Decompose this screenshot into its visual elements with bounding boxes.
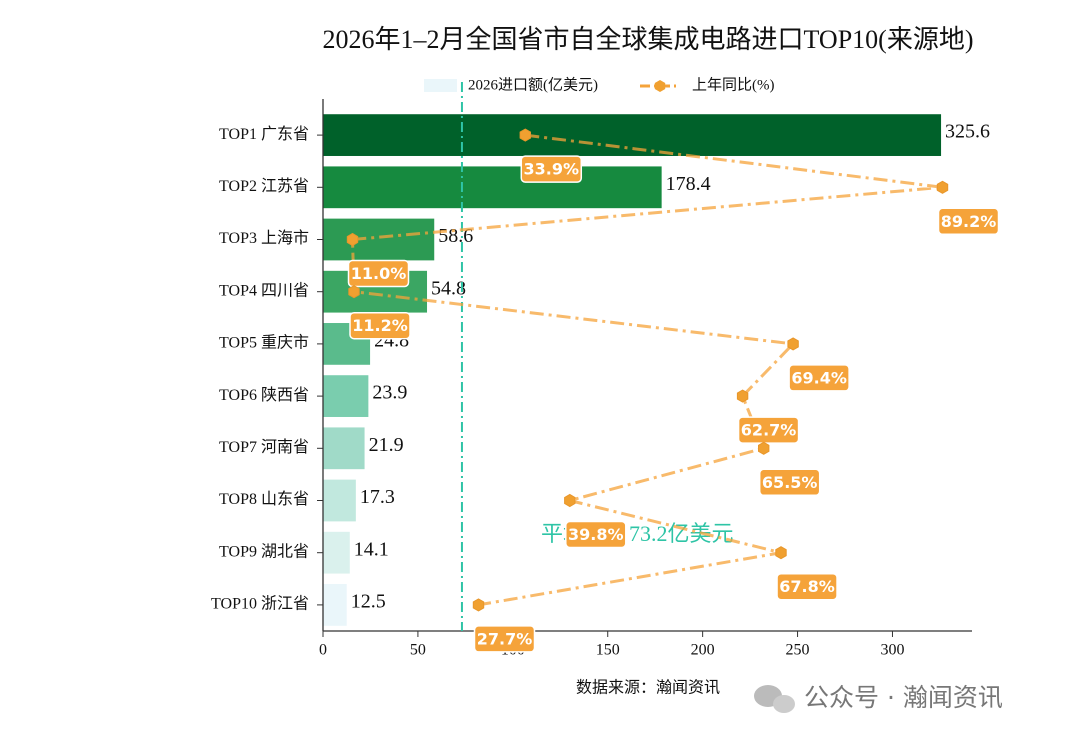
- yoy-label-box: 62.7%: [737, 416, 800, 444]
- y-tick-label: TOP2 江苏省: [219, 177, 309, 195]
- yoy-marker: [736, 389, 749, 403]
- yoy-marker: [936, 180, 949, 194]
- yoy-label-bg: [737, 416, 800, 444]
- bar: [323, 166, 662, 209]
- yoy-label-bg: [758, 468, 821, 497]
- bar-value-label: 178.4: [666, 173, 711, 195]
- x-tick-label: 50: [410, 642, 426, 659]
- yoy-value-label: 11.0%: [351, 264, 407, 283]
- yoy-label-box: 27.7%: [473, 625, 536, 653]
- yoy-label-bg: [788, 364, 850, 392]
- yoy-value-label: 67.8%: [779, 577, 835, 596]
- yoy-value-label: 89.2%: [941, 212, 997, 231]
- y-tick-label: TOP5 重庆市: [219, 334, 309, 352]
- yoy-label-box: 11.0%: [347, 259, 410, 288]
- bar: [323, 479, 356, 522]
- watermark: 公众号 · 瀚闻资讯: [804, 683, 1003, 712]
- y-tick-label: TOP8 山东省: [219, 490, 309, 508]
- bar: [323, 114, 942, 156]
- yoy-label-box: 69.4%: [788, 364, 850, 392]
- yoy-value-label: 62.7%: [741, 421, 797, 440]
- x-tick-label: 300: [880, 642, 904, 659]
- bar: [323, 531, 350, 574]
- watermark-icon: [754, 685, 795, 713]
- yoy-label-bg: [565, 520, 627, 549]
- yoy-label-bg: [347, 259, 410, 288]
- yoy-value-label: 39.8%: [568, 525, 624, 544]
- yoy-label-box: 65.5%: [758, 468, 821, 497]
- yoy-label-box: 11.2%: [349, 311, 411, 340]
- bar-value-label: 21.9: [369, 434, 404, 456]
- yoy-value-label: 11.2%: [352, 316, 408, 335]
- y-tick-label: TOP7 河南省: [219, 438, 309, 456]
- y-tick-label: TOP10 浙江省: [211, 595, 309, 613]
- bar-value-label: 325.6: [945, 121, 990, 143]
- y-tick-label: TOP9 湖北省: [219, 542, 309, 560]
- bar-value-label: 23.9: [372, 382, 407, 404]
- bar: [323, 584, 347, 626]
- yoy-value-label: 69.4%: [791, 368, 847, 387]
- yoy-marker: [564, 493, 576, 508]
- legend-label: 2026进口额(亿美元): [468, 76, 598, 93]
- yoy-line: [350, 133, 943, 607]
- yoy-label-bg: [937, 207, 1000, 236]
- y-tick-label: TOP6 陕西省: [219, 386, 309, 404]
- source-note: 数据来源：瀚闻资讯: [576, 679, 720, 697]
- bar: [323, 427, 365, 470]
- yoy-marker: [348, 285, 360, 299]
- x-tick-label: 150: [596, 642, 620, 659]
- yoy-value-label: 33.9%: [524, 160, 580, 179]
- yoy-value-label: 65.5%: [762, 473, 818, 492]
- yoy-marker: [519, 128, 531, 142]
- yoy-label-box: 33.9%: [520, 155, 583, 183]
- yoy-value-label: 27.7%: [477, 629, 533, 648]
- yoy-label-bg: [473, 625, 536, 653]
- legend-label: 上年同比(%): [692, 76, 775, 93]
- y-tick-label: TOP1 广东省: [219, 125, 309, 143]
- yoy-label-box: 39.8%: [565, 520, 627, 549]
- yoy-label-bg: [349, 311, 411, 340]
- x-tick-label: 0: [319, 642, 327, 659]
- bar: [323, 375, 369, 417]
- yoy-label-box: 89.2%: [937, 207, 1000, 236]
- bar-value-label: 12.5: [351, 590, 386, 612]
- x-tick-label: 250: [786, 642, 810, 659]
- yoy-label-box: 67.8%: [776, 572, 838, 601]
- legend-swatch: [424, 79, 457, 92]
- yoy-marker: [346, 232, 359, 247]
- yoy-marker: [758, 441, 770, 455]
- legend-marker: [654, 80, 666, 92]
- x-tick-label: 200: [691, 642, 715, 659]
- yoy-marker: [787, 337, 799, 351]
- yoy-label-bg: [776, 572, 838, 601]
- y-tick-label: TOP4 四川省: [219, 281, 309, 299]
- y-tick-label: TOP3 上海市: [219, 229, 309, 247]
- bar-value-label: 14.1: [354, 538, 389, 560]
- bar: [323, 218, 435, 261]
- chart-title: 2026年1–2月全国省市自全球集成电路进口TOP10(来源地): [323, 25, 974, 54]
- bar-value-label: 54.8: [431, 277, 466, 299]
- bar-value-label: 17.3: [360, 486, 395, 508]
- yoy-marker: [472, 598, 485, 612]
- yoy-marker: [775, 546, 787, 560]
- yoy-label-bg: [520, 155, 583, 183]
